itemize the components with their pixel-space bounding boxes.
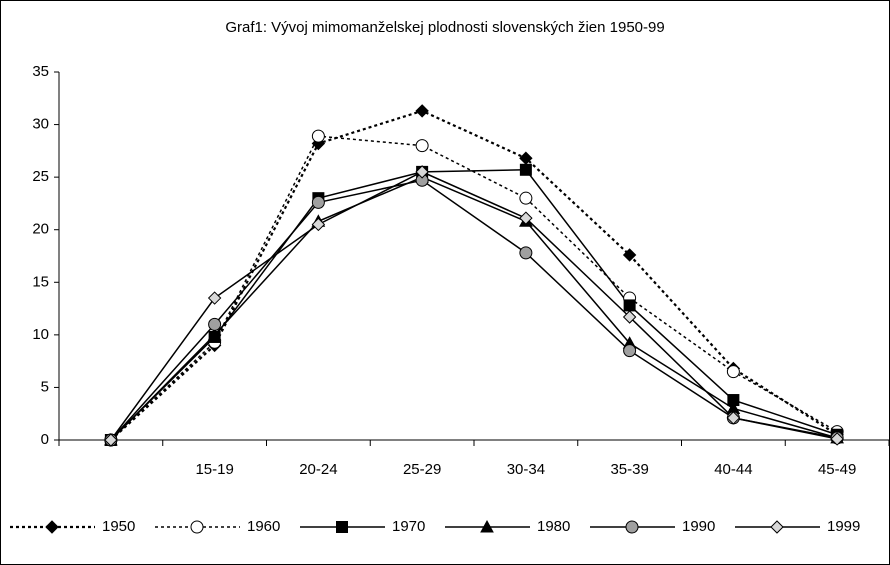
y-tick-label: 30 bbox=[32, 116, 49, 133]
y-tick-label: 20 bbox=[32, 221, 49, 238]
marker bbox=[208, 317, 222, 331]
marker bbox=[519, 246, 533, 260]
x-tick-label: 45-49 bbox=[818, 461, 856, 478]
series-line bbox=[110, 176, 838, 441]
marker bbox=[519, 211, 533, 225]
marker bbox=[311, 129, 325, 143]
chart-title: Graf1: Vývoj mimomanželskej plodnosti sl… bbox=[225, 19, 664, 36]
series-line bbox=[110, 109, 838, 441]
marker bbox=[415, 139, 429, 153]
y-tick-label: 10 bbox=[32, 326, 49, 343]
marker bbox=[207, 291, 222, 305]
marker bbox=[622, 310, 637, 324]
legend-label: 1990 bbox=[682, 518, 715, 535]
marker bbox=[415, 165, 429, 179]
x-tick-label: 15-19 bbox=[195, 461, 233, 478]
y-tick-label: 35 bbox=[32, 63, 49, 80]
marker bbox=[104, 433, 118, 447]
x-tick-label: 20-24 bbox=[299, 461, 337, 478]
y-tick-label: 5 bbox=[41, 378, 49, 395]
marker bbox=[770, 520, 784, 534]
marker bbox=[415, 104, 429, 118]
marker bbox=[190, 520, 204, 534]
marker bbox=[623, 299, 636, 312]
marker bbox=[622, 248, 637, 262]
marker bbox=[726, 411, 741, 425]
marker bbox=[623, 344, 637, 358]
x-tick-label: 35-39 bbox=[610, 461, 648, 478]
marker bbox=[519, 163, 532, 176]
y-tick-label: 25 bbox=[32, 168, 49, 185]
series-line bbox=[110, 135, 838, 441]
marker bbox=[311, 217, 326, 232]
marker bbox=[311, 195, 325, 209]
marker bbox=[519, 191, 533, 205]
marker bbox=[726, 365, 740, 379]
x-tick-label: 40-44 bbox=[714, 461, 752, 478]
marker bbox=[45, 520, 59, 534]
y-tick-label: 0 bbox=[41, 431, 49, 448]
legend-label: 1970 bbox=[392, 518, 425, 535]
legend-label: 1999 bbox=[827, 518, 860, 535]
marker bbox=[207, 327, 222, 341]
series-line bbox=[110, 171, 838, 441]
marker bbox=[336, 521, 348, 533]
legend-label: 1960 bbox=[247, 518, 280, 535]
y-tick-label: 15 bbox=[32, 273, 49, 290]
series-line bbox=[110, 169, 838, 441]
x-tick-label: 25-29 bbox=[403, 461, 441, 478]
marker bbox=[830, 432, 844, 446]
marker bbox=[625, 520, 639, 534]
legend-label: 1980 bbox=[537, 518, 570, 535]
marker bbox=[480, 519, 494, 533]
legend-label: 1950 bbox=[102, 518, 135, 535]
series-line bbox=[110, 179, 838, 441]
x-tick-label: 30-34 bbox=[507, 461, 545, 478]
